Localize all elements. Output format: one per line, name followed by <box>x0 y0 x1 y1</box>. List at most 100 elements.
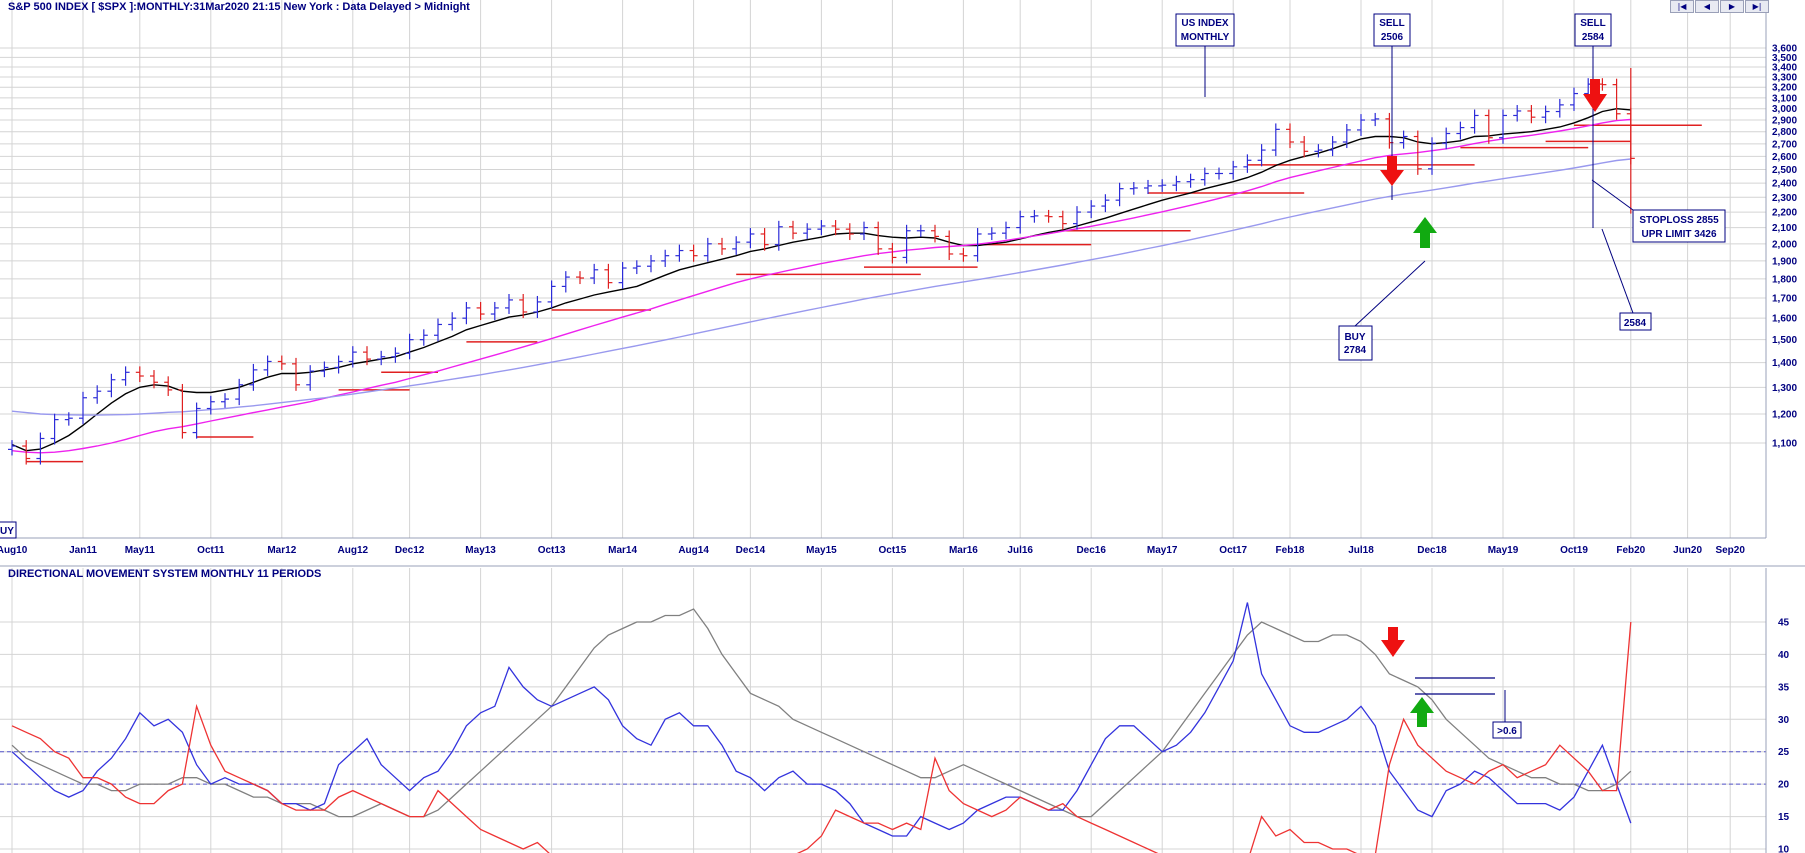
up-bar <box>79 391 87 425</box>
up-bar <box>746 228 755 249</box>
up-bar <box>505 293 513 314</box>
down-bar <box>931 224 939 243</box>
down-bar <box>363 346 371 366</box>
dmi-title: DIRECTIONAL MOVEMENT SYSTEM MONTHLY 11 P… <box>8 568 321 580</box>
buy-arrow-icon <box>1410 697 1434 727</box>
up-bar <box>1129 182 1138 195</box>
up-bar <box>64 412 73 426</box>
price-tick-label: 2,100 <box>1772 223 1797 234</box>
sell-1-line1: SELL <box>1379 18 1405 29</box>
dmi-tick-label: 25 <box>1778 747 1790 758</box>
down-bar <box>277 355 286 370</box>
up-bar <box>107 373 116 398</box>
first-page-button[interactable]: |◀ <box>1670 0 1694 13</box>
price-tick-label: 3,400 <box>1772 63 1797 74</box>
down-bar <box>888 242 897 264</box>
down-bar <box>519 293 528 319</box>
left-buy-text: UY <box>0 526 14 537</box>
up-bar <box>1073 206 1081 230</box>
price-tick-label: 1,700 <box>1772 293 1797 304</box>
date-tick-label: May19 <box>1488 545 1519 556</box>
price-tick-label: 3,300 <box>1772 72 1797 83</box>
up-bar <box>221 393 229 408</box>
up-bar <box>36 432 45 465</box>
down-bar <box>945 230 954 261</box>
down-bar <box>164 376 173 396</box>
date-tick-label: Oct13 <box>538 545 566 556</box>
up-bar <box>1257 144 1266 167</box>
up-bar <box>916 224 925 237</box>
next-page-button[interactable]: ▶ <box>1720 0 1744 13</box>
level-2584-text: 2584 <box>1624 318 1647 329</box>
up-bar <box>348 346 357 368</box>
up-bar <box>448 312 457 331</box>
price-tick-label: 3,100 <box>1772 93 1797 104</box>
price-tick-label: 1,600 <box>1772 314 1797 325</box>
dmi-tick-labels: 10 15 20 25 30 35 40 45 <box>1778 618 1790 853</box>
sell-arrow-icon <box>1380 156 1404 186</box>
up-bar <box>462 301 471 325</box>
price-tick-labels: 1,100 1,200 1,300 1,400 1,500 1,600 1,700 1,800… <box>1772 44 1797 450</box>
down-bar <box>689 244 698 262</box>
date-tick-label: Oct17 <box>1219 545 1247 556</box>
up-bar <box>249 363 258 391</box>
up-bar <box>1144 179 1152 195</box>
up-bar <box>1215 167 1223 180</box>
up-bar <box>675 244 684 262</box>
down-bar <box>760 228 769 251</box>
prev-icon: ◀ <box>1703 2 1711 11</box>
sell-arrow-icon <box>1381 627 1405 657</box>
price-tick-label: 1,800 <box>1772 274 1797 285</box>
up-bar <box>377 350 386 366</box>
chart-title: S&P 500 INDEX [ $SPX ]:MONTHLY:31Mar2020… <box>8 1 470 13</box>
left-buy-callout: UY <box>0 521 17 539</box>
date-tick-label: Dec12 <box>395 545 425 556</box>
down-bar <box>22 440 31 465</box>
down-bar <box>604 263 613 289</box>
down-bar <box>831 220 840 236</box>
date-tick-label: May17 <box>1147 545 1178 556</box>
up-bar <box>1200 167 1209 186</box>
date-tick-label: Aug12 <box>338 545 369 556</box>
last-page-button[interactable]: ▶| <box>1745 0 1769 13</box>
up-bar <box>490 301 499 321</box>
up-bar <box>1470 109 1479 134</box>
down-bar <box>1385 112 1394 149</box>
up-bar <box>1555 98 1564 118</box>
up-bar <box>774 220 783 251</box>
date-tick-label: May15 <box>806 545 837 556</box>
date-tick-labels: Aug10 Jan11 May11 Oct11 Mar12 Aug12 Dec12 May13… <box>0 545 1745 556</box>
up-bar <box>1499 109 1507 144</box>
prev-page-button[interactable]: ◀ <box>1695 0 1719 13</box>
down-bar <box>1044 209 1053 223</box>
up-bar <box>1442 127 1451 150</box>
up-bar <box>1513 105 1522 122</box>
price-tick-label: 2,400 <box>1772 179 1797 190</box>
down-bar <box>959 248 968 262</box>
stoploss-line1: STOPLOSS 2855 <box>1639 215 1719 226</box>
up-bar <box>1158 179 1167 192</box>
price-tick-label: 3,600 <box>1772 44 1797 55</box>
up-bar <box>632 260 641 275</box>
up-bar <box>1186 173 1195 188</box>
sell-1-line2: 2506 <box>1381 32 1404 43</box>
ma_slow-line <box>11 158 1631 416</box>
up-bar <box>320 361 329 378</box>
date-tick-label: Dec14 <box>736 545 766 556</box>
support-lines <box>26 124 1702 463</box>
up-bar <box>1172 175 1181 192</box>
date-tick-label: Mar16 <box>949 545 978 556</box>
up-bar <box>419 329 428 346</box>
up-bar <box>1456 121 1465 140</box>
up-bar <box>547 280 556 308</box>
up-bar <box>1016 210 1025 234</box>
price-tick-label: 2,200 <box>1772 208 1797 219</box>
up-bar <box>902 224 911 264</box>
di-minus-line <box>11 621 1632 853</box>
up-bar <box>8 440 16 456</box>
last-icon: ▶| <box>1752 2 1762 11</box>
sell-arrow-icon <box>1583 79 1607 112</box>
buy-arrow-icon <box>1413 217 1437 248</box>
date-tick-label: Mar12 <box>267 545 296 556</box>
down-bar <box>476 301 485 321</box>
